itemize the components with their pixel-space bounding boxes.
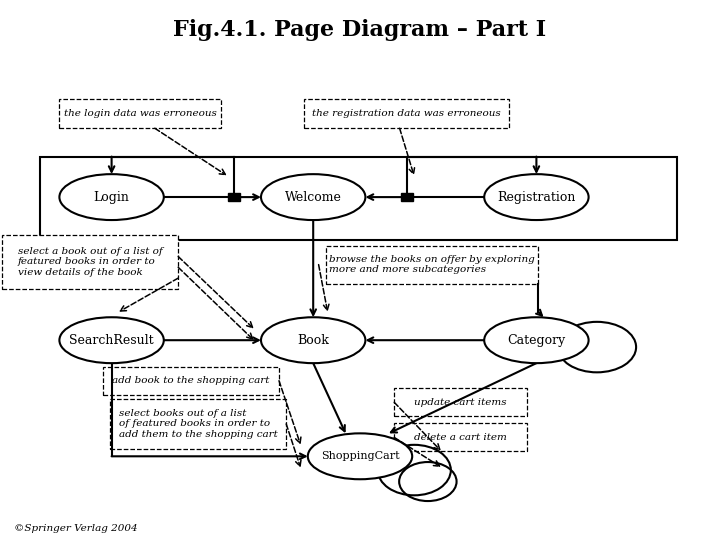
Text: select books out of a list
of featured books in order to
add them to the shoppin: select books out of a list of featured b… — [119, 409, 277, 439]
Bar — [228, 193, 240, 201]
Text: Welcome: Welcome — [285, 191, 341, 204]
Text: add book to the shopping cart: add book to the shopping cart — [112, 376, 269, 385]
Text: delete a cart item: delete a cart item — [415, 433, 507, 442]
Text: select a book out of a list of
featured books in order to
view details of the bo: select a book out of a list of featured … — [17, 247, 163, 277]
Bar — [304, 98, 510, 128]
Ellipse shape — [484, 174, 589, 220]
Text: Registration: Registration — [498, 191, 575, 204]
Bar — [401, 193, 413, 201]
Text: Book: Book — [297, 334, 329, 347]
Bar — [2, 235, 179, 289]
Ellipse shape — [59, 317, 163, 363]
Text: Login: Login — [94, 191, 130, 204]
Ellipse shape — [59, 174, 163, 220]
Bar — [395, 423, 527, 451]
Text: the registration data was erroneous: the registration data was erroneous — [312, 109, 501, 118]
Bar — [60, 98, 222, 128]
Text: ShoppingCart: ShoppingCart — [320, 451, 400, 461]
Bar — [325, 246, 539, 284]
Ellipse shape — [261, 317, 365, 363]
Ellipse shape — [261, 174, 365, 220]
Text: browse the books on offer by exploring
more and more subcategories: browse the books on offer by exploring m… — [329, 255, 535, 274]
Ellipse shape — [484, 317, 589, 363]
Text: SearchResult: SearchResult — [69, 334, 154, 347]
Bar — [40, 157, 677, 240]
Text: Category: Category — [508, 334, 565, 347]
Bar — [110, 399, 287, 449]
Text: update cart items: update cart items — [415, 398, 507, 407]
Text: the login data was erroneous: the login data was erroneous — [64, 109, 217, 118]
Bar — [103, 367, 279, 395]
Text: Fig.4.1. Page Diagram – Part I: Fig.4.1. Page Diagram – Part I — [174, 19, 546, 40]
Bar — [395, 388, 527, 416]
Ellipse shape — [307, 433, 412, 480]
Text: ©Springer Verlag 2004: ©Springer Verlag 2004 — [14, 524, 138, 532]
